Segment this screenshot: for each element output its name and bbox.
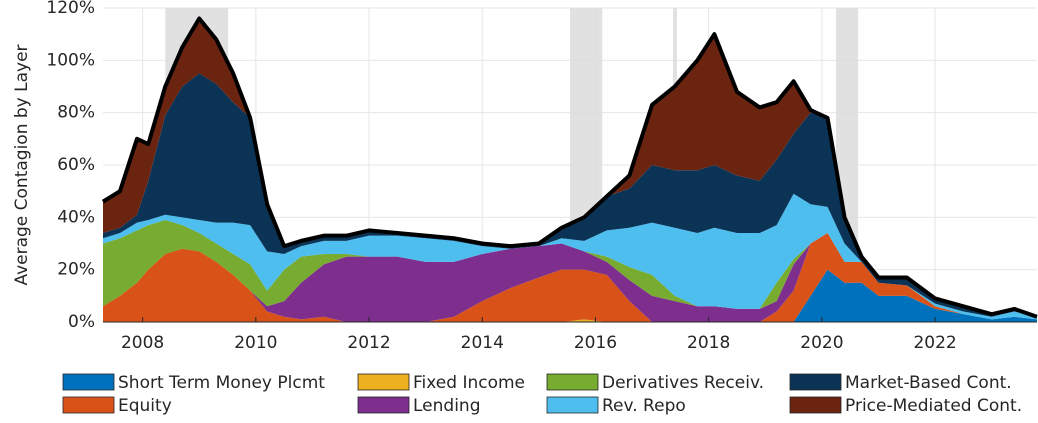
legend-swatch [546,373,599,391]
area [103,193,1037,320]
total-outline [101,16,1038,319]
area [103,18,1037,317]
legend-label: Lending [413,396,481,416]
y-tick-label: 60% [57,155,95,175]
legend-swatch [789,373,842,391]
y-tick-label: 80% [57,103,95,123]
legend-swatch [357,373,410,391]
y-tick-label: 40% [57,207,95,227]
legend-swatch [62,373,115,391]
area [103,219,1037,320]
x-tick-label: 2020 [800,333,843,353]
y-tick-label: 0% [68,312,95,332]
legend-label: Price-Mediated Cont. [845,396,1022,416]
y-tick-label: 120% [46,0,95,18]
legend-label: Derivatives Receiv. [602,373,764,393]
area [103,233,1037,322]
legend-swatch [62,396,115,414]
x-tick-label: 2014 [461,333,504,353]
x-tick-label: 2022 [913,333,956,353]
legend-swatch [789,396,842,414]
legend-label: Market-Based Cont. [845,373,1012,393]
area [103,73,1037,317]
area [103,269,1037,322]
x-tick-label: 2012 [347,333,390,353]
y-axis-label: Average Contagion by Layer [12,44,32,285]
area [103,233,1037,322]
legend-swatch [546,396,599,414]
x-tick-label: 2008 [121,333,164,353]
y-tick-label: 100% [46,50,95,70]
legend-label: Equity [118,396,172,416]
legend-label: Rev. Repo [602,396,686,416]
y-tick-label: 20% [57,260,95,280]
x-tick-label: 2010 [234,333,277,353]
legend-swatch [357,396,410,414]
legend-label: Short Term Money Plcmt [118,373,325,393]
x-tick-label: 2018 [687,333,730,353]
x-tick-label: 2016 [574,333,617,353]
legend-label: Fixed Income [413,373,525,393]
